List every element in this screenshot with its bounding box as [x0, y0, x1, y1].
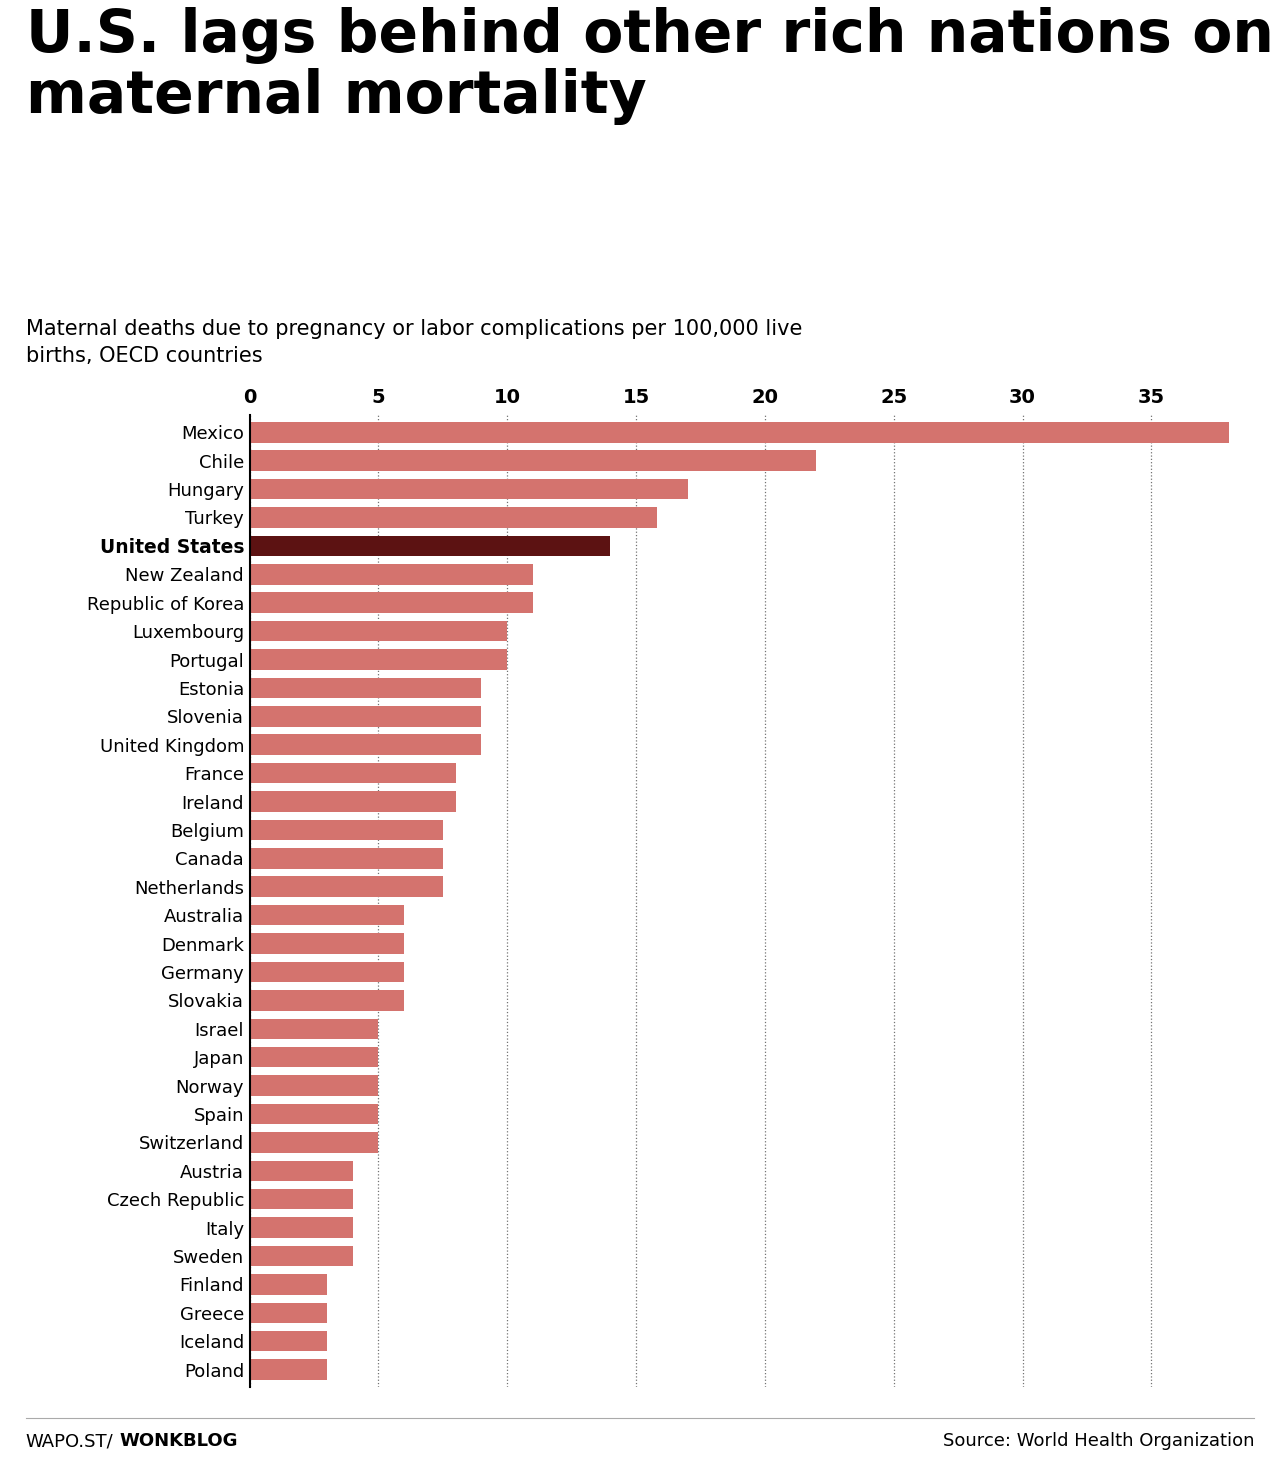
Text: WONKBLOG: WONKBLOG	[119, 1433, 238, 1450]
Bar	[250, 1047, 379, 1068]
Text: Maternal deaths due to pregnancy or labor complications per 100,000 live
births,: Maternal deaths due to pregnancy or labo…	[26, 319, 803, 366]
Bar	[250, 820, 443, 841]
Bar	[250, 1330, 326, 1351]
Bar	[250, 876, 443, 897]
Bar	[250, 1246, 353, 1266]
Bar	[250, 479, 687, 500]
Bar	[250, 593, 532, 612]
Bar	[250, 650, 507, 670]
Bar	[250, 507, 657, 528]
Bar	[250, 1189, 353, 1209]
Bar	[250, 535, 611, 556]
Bar	[250, 848, 443, 869]
Bar	[250, 1132, 379, 1152]
Bar	[250, 621, 507, 641]
Bar	[250, 961, 404, 982]
Bar	[250, 991, 404, 1010]
Bar	[250, 564, 532, 584]
Bar	[250, 1302, 326, 1323]
Bar	[250, 762, 456, 783]
Bar	[250, 1218, 353, 1238]
Bar	[250, 1274, 326, 1295]
Bar	[250, 1103, 379, 1124]
Bar	[250, 792, 456, 811]
Text: U.S. lags behind other rich nations on
maternal mortality: U.S. lags behind other rich nations on m…	[26, 7, 1274, 125]
Bar	[250, 1075, 379, 1096]
Bar	[250, 678, 481, 698]
Bar	[250, 423, 1229, 442]
Bar	[250, 1360, 326, 1379]
Bar	[250, 451, 817, 472]
Text: Source: World Health Organization: Source: World Health Organization	[943, 1433, 1254, 1450]
Bar	[250, 734, 481, 755]
Bar	[250, 905, 404, 925]
Bar	[250, 1019, 379, 1040]
Text: WAPO.ST/: WAPO.ST/	[26, 1433, 114, 1450]
Bar	[250, 706, 481, 727]
Bar	[250, 933, 404, 954]
Bar	[250, 1161, 353, 1180]
